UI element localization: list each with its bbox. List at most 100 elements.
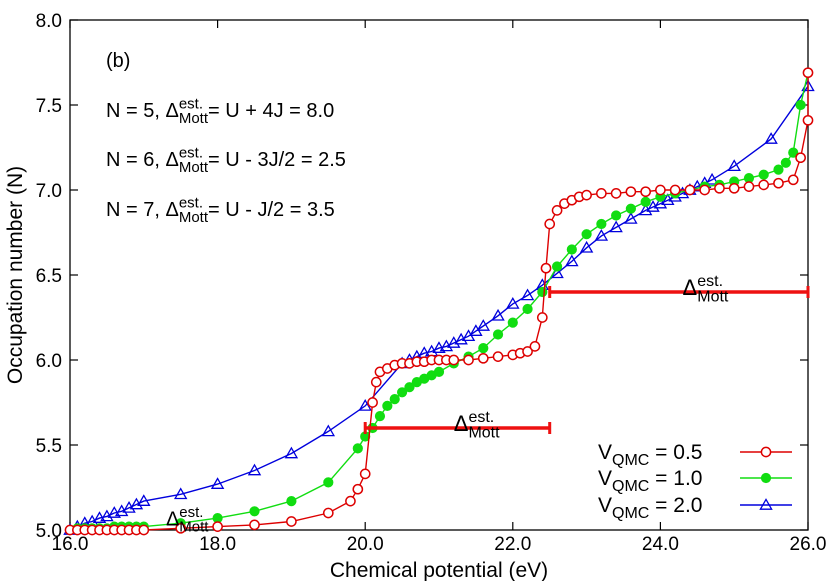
data-point-filled-circle (522, 303, 533, 315)
data-point-open-circle (802, 67, 814, 79)
data-point-open-triangle (764, 132, 778, 144)
y-axis-label: Occupation number (N) (4, 166, 27, 384)
data-point-open-triangle (624, 211, 638, 224)
data-point-open-circle (544, 218, 556, 230)
data-point-open-circle (581, 189, 592, 201)
data-point-open-triangle (432, 341, 446, 353)
data-point-open-circle (448, 354, 460, 366)
data-point-open-triangle (247, 463, 262, 476)
x-tick-label: 22.0 (494, 534, 531, 555)
delta-mott-equation: = U + 4J = 8.0 (208, 100, 334, 122)
data-point-filled-circle (323, 477, 334, 488)
data-point-open-triangle (520, 288, 535, 301)
delta-mott-equation: = U - J/2 = 3.5 (208, 199, 335, 221)
data-point-open-circle (138, 524, 150, 536)
data-point-open-triangle (137, 494, 151, 506)
y-tick-label: 5.5 (36, 436, 62, 457)
data-point-open-triangle (491, 308, 505, 321)
data-point-filled-circle (795, 99, 806, 111)
x-tick-label: 26.0 (790, 534, 827, 555)
data-point-open-circle (536, 312, 548, 323)
data-point-open-circle (758, 179, 770, 191)
data-point-open-triangle (727, 159, 741, 172)
data-point-open-triangle (210, 477, 225, 489)
gap-bar-1: Δest.Mott (548, 273, 810, 306)
data-point-open-triangle (579, 240, 594, 253)
data-point-filled-circle (640, 196, 651, 207)
data-point-open-circle (640, 186, 651, 198)
data-point-filled-circle (551, 261, 563, 272)
data-point-filled-circle (478, 343, 489, 354)
data-point-open-circle (610, 188, 622, 199)
delta-mott-label: N = 5, Δest. (106, 96, 203, 122)
data-point-filled-circle (760, 472, 772, 484)
data-point-open-triangle (705, 172, 719, 185)
x-tick-label: 16.0 (52, 534, 89, 555)
data-point-open-circle (802, 114, 814, 126)
y-tick-label: 7.5 (36, 96, 62, 117)
data-point-open-circle (760, 446, 772, 458)
data-point-filled-circle (492, 329, 504, 340)
data-point-open-triangle (92, 511, 107, 523)
panel-label: (b) (106, 50, 130, 72)
data-point-filled-circle (382, 400, 393, 411)
delta-mott-equation: = U - 3J/2 = 2.5 (208, 149, 346, 171)
data-point-filled-circle (374, 411, 386, 422)
delta-mott-sub: Mott (179, 518, 209, 535)
legend-label: VQMC = 2.0 (598, 494, 702, 522)
x-axis-label: Chemical potential (eV) (330, 559, 548, 581)
delta-mott-sub: Mott (468, 425, 500, 442)
data-point-filled-circle (397, 387, 408, 398)
delta-mott-sub: Mott (179, 159, 209, 176)
data-point-filled-circle (404, 382, 415, 393)
data-point-open-circle (540, 262, 552, 274)
delta-mott-label: N = 6, Δest. (106, 145, 203, 171)
axis-ticks: 16.0 18.0 20.0 22.0 24.0 26.0 5.0 5.5 6.0 6.5 7.0 7… (36, 11, 827, 555)
legend-label: VQMC = 0.5 (598, 441, 702, 469)
data-point-open-circle (773, 177, 784, 189)
data-point-open-circle (322, 507, 334, 519)
data-point-filled-circle (537, 286, 548, 298)
legend-label: VQMC = 1.0 (598, 467, 702, 495)
data-point-open-triangle (609, 220, 623, 233)
delta-mott-sub: Mott (179, 209, 209, 226)
data-point-open-circle (286, 516, 297, 527)
data-point-open-circle (787, 174, 799, 186)
data-point-open-circle (477, 352, 489, 364)
series-layer (63, 67, 815, 536)
y-tick-label: 6.0 (36, 351, 62, 372)
data-point-open-triangle (759, 498, 773, 510)
y-tick-label: 5.0 (36, 521, 62, 542)
data-point-open-triangle (321, 424, 336, 437)
data-point-filled-circle (625, 203, 636, 214)
series-line (70, 72, 809, 531)
data-point-open-circle (463, 354, 474, 366)
data-point-filled-circle (773, 164, 784, 175)
data-point-open-circle (684, 184, 696, 196)
data-point-open-circle (492, 351, 504, 362)
delta-mott-label: Δest. (683, 273, 724, 300)
legend-entry-0: VQMC = 0.5 (598, 441, 792, 469)
data-point-open-circle (367, 397, 378, 408)
data-point-filled-circle (566, 244, 577, 255)
data-point-open-circle (743, 181, 755, 192)
data-point-filled-circle (596, 218, 607, 230)
data-point-filled-circle (352, 443, 363, 454)
gap-annotations: N = 5, Δest. Mott = U + 4J = 8.0 N = 6, Δe… (106, 96, 346, 536)
data-point-open-circle (370, 376, 382, 388)
y-tick-label: 7.0 (36, 181, 62, 202)
legend-entry-2: VQMC = 2.0 (598, 494, 792, 522)
legend-entry-1: VQMC = 1.0 (598, 467, 792, 495)
delta-mott-label: Δest. (166, 504, 204, 530)
data-point-filled-circle (433, 366, 445, 377)
gap-bar-0: Δest.Mott (363, 409, 552, 442)
data-point-open-triangle (173, 487, 188, 500)
data-point-open-circle (551, 205, 563, 216)
data-point-filled-circle (249, 506, 260, 517)
data-point-open-circle (669, 184, 681, 196)
data-point-open-triangle (594, 228, 609, 241)
data-point-open-circle (699, 184, 711, 196)
